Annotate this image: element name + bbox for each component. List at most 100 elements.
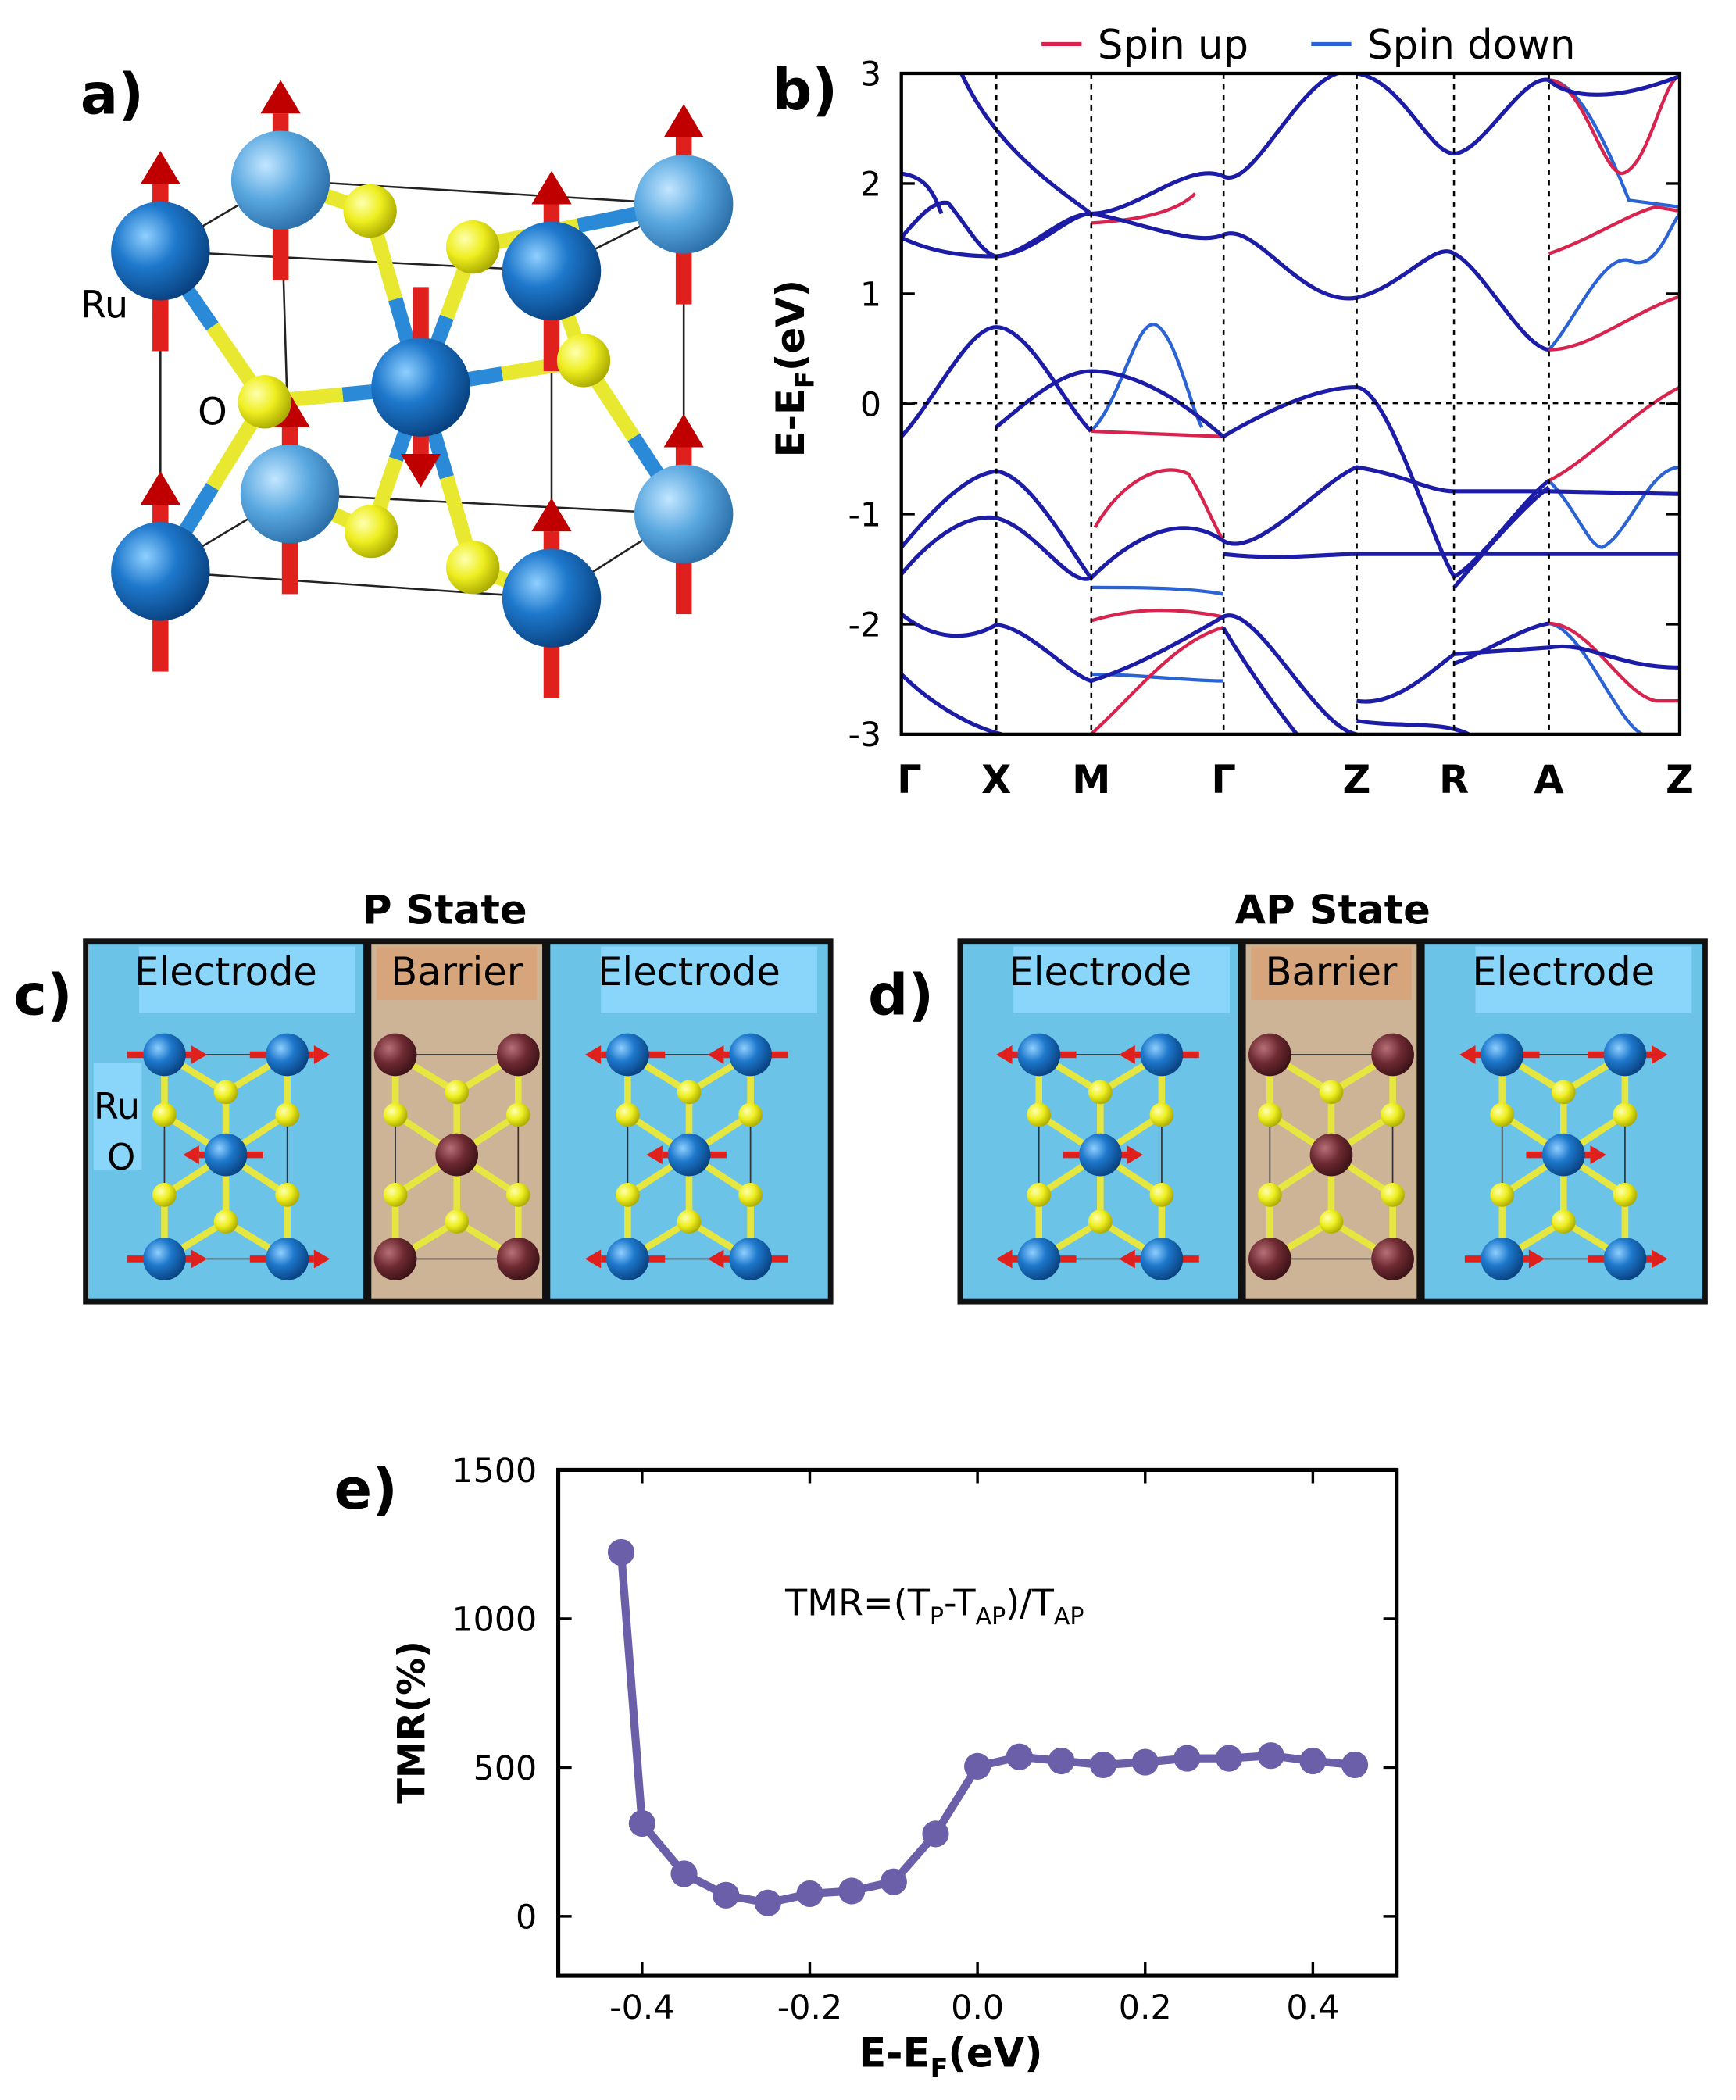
- oxygen-atom: [345, 504, 398, 559]
- junction-illustrations: Electrode Barrier Electrode Electrode Barrie…: [83, 938, 1708, 1305]
- metal-atom: [1140, 1238, 1184, 1280]
- metal-atom: [1481, 1238, 1524, 1280]
- oxygen-atom: [1381, 1102, 1405, 1127]
- spin-arrow: [646, 1145, 663, 1165]
- oxygen-atom: [677, 1080, 702, 1105]
- spin-arrow: [531, 170, 572, 205]
- ru-atom: [240, 445, 340, 544]
- band-structure: [901, 73, 1680, 734]
- panel-label: b): [772, 57, 838, 123]
- atom-label: Ru: [94, 1085, 140, 1127]
- cell-edge: [160, 570, 552, 599]
- data-point: [1215, 1745, 1243, 1772]
- metal-atom: [435, 1133, 479, 1177]
- oxygen-atom: [1319, 1080, 1344, 1105]
- region-label-bg: [377, 946, 538, 1000]
- x-tick-label: A: [1534, 757, 1564, 802]
- annotation-part: P: [930, 1603, 944, 1630]
- spin-arrow: [584, 1045, 602, 1064]
- oxygen-atom: [1613, 1102, 1638, 1127]
- y-tick-label: 3: [860, 55, 881, 94]
- data-point: [1341, 1751, 1369, 1779]
- y-tick-label: 1500: [452, 1452, 537, 1491]
- region-label-bg: [1013, 946, 1231, 1014]
- data-point: [754, 1889, 781, 1916]
- oxygen-atom: [446, 220, 500, 274]
- x-tick-label: Z: [1666, 757, 1694, 802]
- region-label-bg: [1475, 946, 1692, 1014]
- y-axis-label: TMR(%): [391, 1641, 434, 1804]
- spin-arrow: [313, 1249, 330, 1269]
- data-point: [880, 1868, 907, 1895]
- spin-arrow: [191, 1045, 208, 1064]
- x-tick-label: Z: [1343, 757, 1371, 802]
- metal-atom: [1371, 1238, 1414, 1280]
- annotation-part: AP: [1054, 1603, 1084, 1630]
- region-label-bg: [138, 946, 355, 1014]
- spin-arrow: [663, 104, 704, 138]
- oxygen-atom: [1551, 1080, 1576, 1105]
- oxygen-atom: [1257, 1183, 1282, 1207]
- y-axis-label-part: F: [790, 371, 820, 388]
- spin-arrow: [1590, 1145, 1606, 1165]
- region-label: Electrode: [598, 949, 780, 995]
- metal-atom: [373, 1033, 417, 1077]
- ru-atom: [502, 548, 602, 648]
- y-tick-label: -1: [848, 495, 881, 534]
- oxygen-atom: [238, 375, 291, 429]
- oxygen-atom: [505, 1102, 530, 1127]
- oxygen-atom: [1490, 1102, 1515, 1127]
- ru-atom: [371, 338, 470, 437]
- spin-arrow: [140, 471, 180, 505]
- x-tick-label: 0.4: [1286, 1988, 1339, 2027]
- spin-arrow: [400, 454, 441, 488]
- data-point: [1131, 1748, 1159, 1776]
- ru-atom: [111, 522, 210, 621]
- data-point: [713, 1881, 740, 1909]
- cell-edge: [280, 179, 684, 205]
- region-label: Barrier: [1266, 949, 1398, 995]
- x-axis-label: E-EF(eV): [859, 2030, 1042, 2083]
- metal-atom: [266, 1238, 309, 1280]
- oxygen-atom: [446, 541, 500, 595]
- spin-arrow: [191, 1249, 208, 1269]
- spin-arrow: [531, 498, 572, 532]
- data-point: [1006, 1743, 1033, 1770]
- metal-atom: [729, 1033, 772, 1077]
- x-tick-label: Γ: [1211, 757, 1236, 802]
- oxygen-atom: [1027, 1183, 1052, 1207]
- y-tick-label: 0: [516, 1898, 537, 1937]
- oxygen-atom: [1149, 1183, 1174, 1207]
- data-point: [1048, 1747, 1075, 1775]
- spin-arrow: [140, 151, 180, 184]
- spin-arrow: [1652, 1249, 1668, 1269]
- atom-label: O: [198, 391, 227, 434]
- oxygen-atom: [152, 1183, 177, 1207]
- x-axis-label-part: (eV): [948, 2030, 1042, 2077]
- data-point: [1257, 1742, 1284, 1770]
- oxygen-atom: [1381, 1183, 1405, 1207]
- region-label-bg: [1251, 946, 1412, 1000]
- oxygen-atom: [738, 1183, 763, 1207]
- oxygen-atom: [383, 1183, 408, 1207]
- y-axis-label: E-EF(eV): [768, 280, 820, 458]
- oxygen-atom: [343, 184, 397, 238]
- oxygen-atom: [616, 1183, 640, 1207]
- metal-atom: [667, 1133, 711, 1177]
- x-tick-label: M: [1072, 757, 1110, 802]
- spin-arrow: [260, 80, 301, 114]
- spin-arrow: [707, 1045, 724, 1064]
- atom-label: O: [107, 1136, 135, 1178]
- metal-atom: [1371, 1033, 1414, 1077]
- region-label: Electrode: [1009, 949, 1191, 995]
- metal-atom: [1541, 1133, 1585, 1177]
- oxygen-atom: [616, 1102, 640, 1127]
- spin-arrow: [313, 1045, 330, 1064]
- crystal-structure: [111, 80, 734, 698]
- data-point: [1299, 1747, 1327, 1775]
- y-tick-label: -2: [848, 605, 881, 645]
- ru-atom: [230, 130, 330, 230]
- metal-atom: [1248, 1033, 1291, 1077]
- plot-frame: [899, 71, 1682, 736]
- x-tick-label: X: [981, 757, 1011, 802]
